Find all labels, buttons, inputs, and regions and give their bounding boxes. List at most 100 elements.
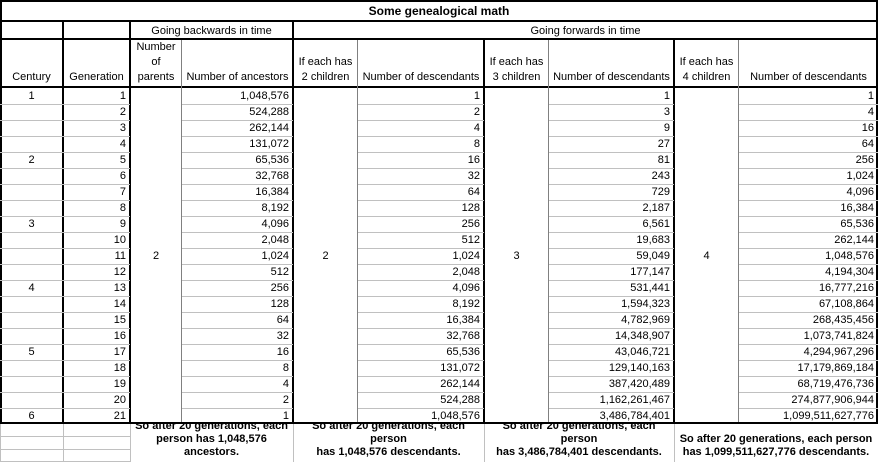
cell-century (0, 136, 63, 152)
cell-century (0, 200, 63, 216)
cell-century: 6 (28, 410, 35, 422)
cell-descendants-3: 14,348,907 (614, 330, 670, 342)
cell-descendants-4: 68,719,476,736 (797, 378, 874, 390)
cell-generation: 8 (119, 202, 126, 214)
cell-descendants-4: 17,179,869,184 (797, 362, 874, 374)
cell-generation: 5 (119, 154, 126, 166)
cell-ancestors: 256 (270, 282, 289, 294)
cell-descendants-4: 16 (861, 122, 874, 134)
cell-descendants-2: 262,144 (440, 378, 480, 390)
cell-century (0, 184, 63, 200)
cell-descendants-2: 32 (467, 170, 480, 182)
cell-descendants-2: 256 (461, 218, 480, 230)
column-header-generation: Generation (69, 71, 124, 83)
cell-descendants-2: 1,024 (452, 250, 480, 262)
cell-descendants-4: 4 (867, 106, 874, 118)
cell-generation: 7 (119, 186, 126, 198)
merged-cell-number-of-parents: 2 (152, 250, 160, 262)
cell-generation: 3 (119, 122, 126, 134)
column-header-ancestors: Number of ancestors (186, 71, 289, 83)
cell-century (0, 248, 63, 264)
cell-descendants-4: 256 (855, 154, 874, 166)
cell-descendants-4: 16,777,216 (818, 282, 874, 294)
cell-descendants-4: 1,048,576 (825, 250, 874, 262)
cell-descendants-3: 43,046,721 (614, 346, 670, 358)
cell-ancestors: 65,536 (255, 154, 289, 166)
cell-descendants-2: 524,288 (440, 394, 480, 406)
cell-century (0, 312, 63, 328)
cell-descendants-3: 2,187 (642, 202, 670, 214)
column-header-parents: Number of parents (136, 41, 176, 83)
cell-descendants-4: 16,384 (840, 202, 874, 214)
cell-descendants-2: 2,048 (452, 266, 480, 278)
cell-descendants-3: 729 (651, 186, 670, 198)
cell-century (0, 168, 63, 184)
cell-descendants-2: 4 (473, 122, 480, 134)
cell-descendants-3: 129,140,163 (608, 362, 670, 374)
cell-descendants-2: 1,048,576 (431, 410, 480, 422)
cell-ancestors: 32,768 (255, 170, 289, 182)
cell-ancestors: 4 (282, 378, 289, 390)
cell-descendants-3: 387,420,489 (608, 378, 670, 390)
cell-ancestors: 8 (282, 362, 289, 374)
footnote-ancestors: So after 20 generations, each person has… (135, 424, 288, 458)
cell-century (0, 328, 63, 344)
cell-century: 5 (28, 346, 35, 358)
cell-descendants-2: 16 (467, 154, 480, 166)
cell-descendants-2: 8,192 (452, 298, 480, 310)
cell-century: 4 (28, 282, 35, 294)
group-header-forwards: Going forwards in time (530, 25, 641, 37)
cell-ancestors: 512 (270, 266, 289, 278)
cell-century (0, 264, 63, 280)
cell-descendants-3: 59,049 (636, 250, 670, 262)
cell-generation: 4 (119, 138, 126, 150)
cell-generation: 1 (119, 90, 126, 102)
cell-descendants-3: 3,486,784,401 (599, 410, 670, 422)
cell-century (0, 360, 63, 376)
cell-descendants-2: 1 (473, 90, 480, 102)
cell-descendants-3: 19,683 (636, 234, 670, 246)
cell-descendants-2: 64 (467, 186, 480, 198)
cell-descendants-4: 67,108,864 (818, 298, 874, 310)
merged-cell-2-children: 2 (322, 250, 329, 262)
cell-generation: 9 (119, 218, 126, 230)
cell-ancestors: 2,048 (261, 234, 289, 246)
cell-generation: 18 (113, 362, 126, 374)
cell-descendants-3: 4,782,969 (621, 314, 670, 326)
cell-ancestors: 1,048,576 (240, 90, 289, 102)
footnote-descendants-2: So after 20 generations, each person has… (312, 424, 465, 458)
cell-descendants-2: 65,536 (446, 346, 480, 358)
cell-ancestors: 2 (282, 394, 289, 406)
cell-generation: 20 (113, 394, 126, 406)
cell-generation: 16 (113, 330, 126, 342)
cell-descendants-4: 1 (867, 90, 874, 102)
cell-ancestors: 64 (276, 314, 289, 326)
cell-generation: 12 (113, 266, 126, 278)
cell-century: 2 (28, 154, 35, 166)
cell-descendants-2: 131,072 (440, 362, 480, 374)
cell-descendants-3: 27 (657, 138, 670, 150)
column-header-descendants-4: Number of descendants (750, 71, 867, 83)
cell-generation: 17 (113, 346, 126, 358)
cell-ancestors: 524,288 (249, 106, 289, 118)
cell-descendants-3: 6,561 (642, 218, 670, 230)
merged-cell-3-children: 3 (513, 250, 520, 262)
cell-century (0, 120, 63, 136)
cell-descendants-4: 274,877,906,944 (791, 394, 874, 406)
cell-ancestors: 4,096 (261, 218, 289, 230)
cell-descendants-3: 3 (663, 106, 670, 118)
column-header-century: Century (12, 71, 51, 83)
cell-generation: 14 (113, 298, 126, 310)
cell-ancestors: 131,072 (249, 138, 289, 150)
cell-descendants-4: 1,099,511,627,776 (783, 410, 874, 422)
cell-descendants-3: 243 (651, 170, 670, 182)
cell-descendants-4: 65,536 (840, 218, 874, 230)
cell-descendants-3: 81 (657, 154, 670, 166)
cell-ancestors: 16,384 (255, 186, 289, 198)
cell-descendants-3: 531,441 (630, 282, 670, 294)
table-title: Some genealogical math (368, 4, 510, 18)
cell-century (0, 296, 63, 312)
cell-ancestors: 16 (276, 346, 289, 358)
cell-descendants-2: 2 (473, 106, 480, 118)
cell-descendants-2: 16,384 (446, 314, 480, 326)
